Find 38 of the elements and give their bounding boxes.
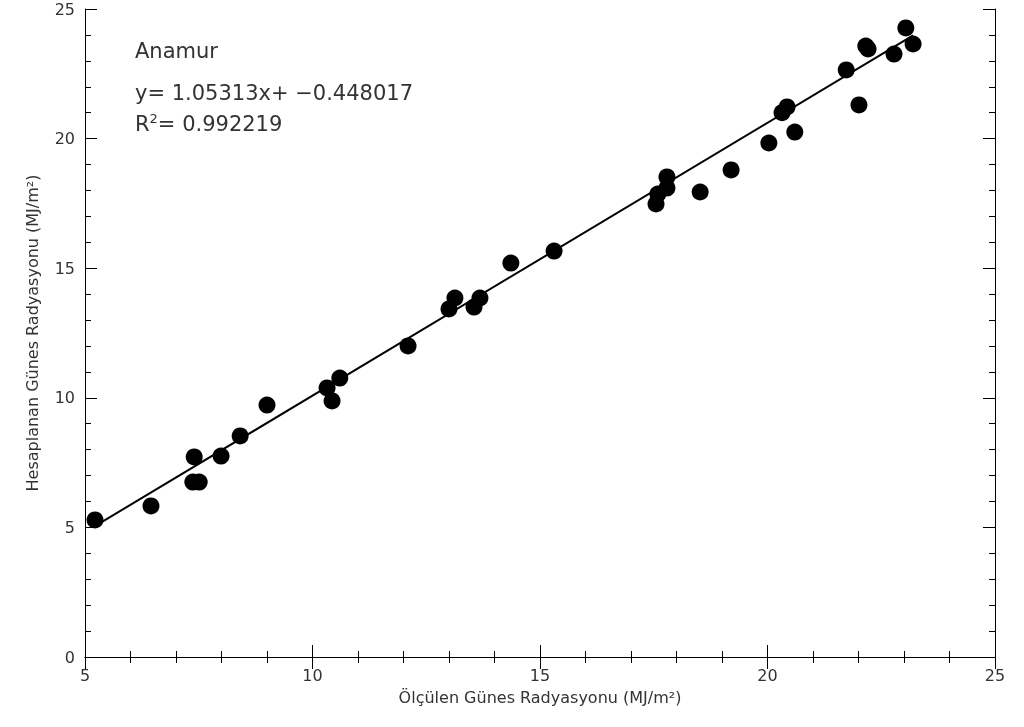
point xyxy=(786,123,804,141)
annotation: Anamur xyxy=(135,38,219,63)
point xyxy=(778,98,796,116)
annotation: y= 1.05313x+ −0.448017 xyxy=(135,80,414,105)
x-tick-label: 10 xyxy=(302,665,323,685)
y-tick-label: 25 xyxy=(54,0,75,19)
point xyxy=(86,511,104,529)
point xyxy=(850,96,868,114)
y-tick-label: 10 xyxy=(54,388,75,408)
y-tick-label: 0 xyxy=(64,647,75,667)
point xyxy=(837,61,855,79)
point xyxy=(185,448,203,466)
x-axis-title: Ölçülen Günes Radyasyonu (MJ/m²) xyxy=(398,687,682,707)
point xyxy=(885,45,903,63)
point xyxy=(760,134,778,152)
x-tick-label: 20 xyxy=(757,665,778,685)
point xyxy=(212,447,230,465)
point xyxy=(446,289,464,307)
point xyxy=(258,396,276,414)
point xyxy=(399,337,417,355)
point xyxy=(471,289,489,307)
x-tick-label: 5 xyxy=(79,665,91,685)
point xyxy=(231,427,249,445)
point xyxy=(142,497,160,515)
x-tick-label: 25 xyxy=(984,665,1006,685)
point xyxy=(897,19,915,37)
point xyxy=(545,242,563,260)
point xyxy=(323,392,341,410)
point xyxy=(691,183,709,201)
y-tick-label: 5 xyxy=(64,517,75,537)
y-tick-label: 20 xyxy=(54,129,75,149)
y-axis-title: Hesaplanan Günes Radyasyonu (MJ/m²) xyxy=(22,174,42,492)
y-tick-label: 15 xyxy=(54,258,75,278)
point xyxy=(904,35,922,53)
point xyxy=(331,369,349,387)
point xyxy=(502,254,520,272)
x-tick-label: 15 xyxy=(529,665,551,685)
point xyxy=(722,161,740,179)
